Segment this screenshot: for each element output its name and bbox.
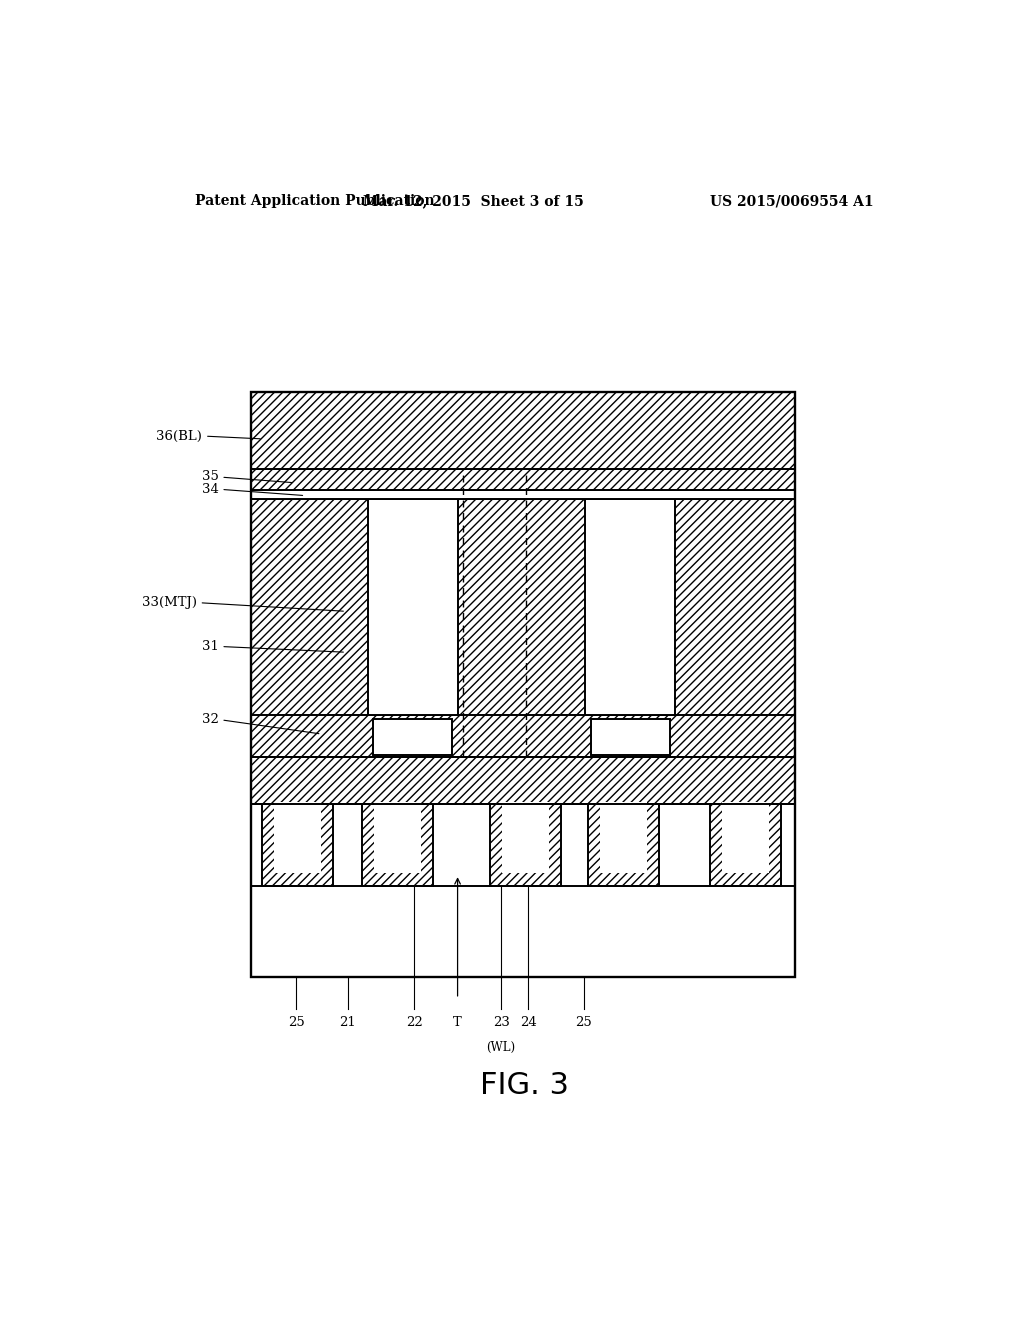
- Text: Patent Application Publication: Patent Application Publication: [196, 194, 435, 209]
- Text: 22: 22: [406, 1016, 423, 1030]
- Text: 35: 35: [202, 470, 292, 483]
- Bar: [368, 499, 458, 715]
- Bar: [251, 490, 795, 499]
- Text: 31: 31: [202, 640, 343, 653]
- Bar: [362, 804, 433, 886]
- Bar: [251, 470, 795, 490]
- Text: 24: 24: [520, 1016, 537, 1030]
- Text: 25: 25: [575, 1016, 592, 1030]
- Bar: [375, 801, 421, 873]
- Text: 21: 21: [339, 1016, 356, 1030]
- Text: (WL): (WL): [486, 1041, 516, 1053]
- Bar: [586, 499, 675, 715]
- Bar: [711, 804, 781, 886]
- Text: 23: 23: [493, 1016, 510, 1030]
- Bar: [588, 804, 658, 886]
- Bar: [722, 801, 769, 873]
- Bar: [251, 392, 795, 977]
- Bar: [600, 801, 647, 873]
- Text: Mar. 12, 2015  Sheet 3 of 15: Mar. 12, 2015 Sheet 3 of 15: [362, 194, 584, 209]
- Bar: [251, 392, 795, 977]
- Bar: [374, 719, 453, 755]
- Bar: [262, 804, 333, 886]
- Bar: [251, 499, 795, 758]
- Bar: [251, 392, 795, 470]
- Bar: [490, 804, 561, 886]
- Bar: [273, 801, 321, 873]
- Text: US 2015/0069554 A1: US 2015/0069554 A1: [711, 194, 873, 209]
- Text: 25: 25: [288, 1016, 304, 1030]
- Text: 34: 34: [202, 483, 303, 496]
- Text: FIG. 3: FIG. 3: [480, 1071, 569, 1100]
- Bar: [502, 801, 549, 873]
- Bar: [251, 715, 795, 758]
- Bar: [591, 719, 670, 755]
- Text: 32: 32: [202, 713, 318, 734]
- Text: 36(BL): 36(BL): [157, 429, 260, 442]
- Bar: [251, 758, 795, 804]
- Text: T: T: [454, 1016, 462, 1030]
- Text: 33(MTJ): 33(MTJ): [141, 597, 343, 611]
- Bar: [251, 804, 795, 977]
